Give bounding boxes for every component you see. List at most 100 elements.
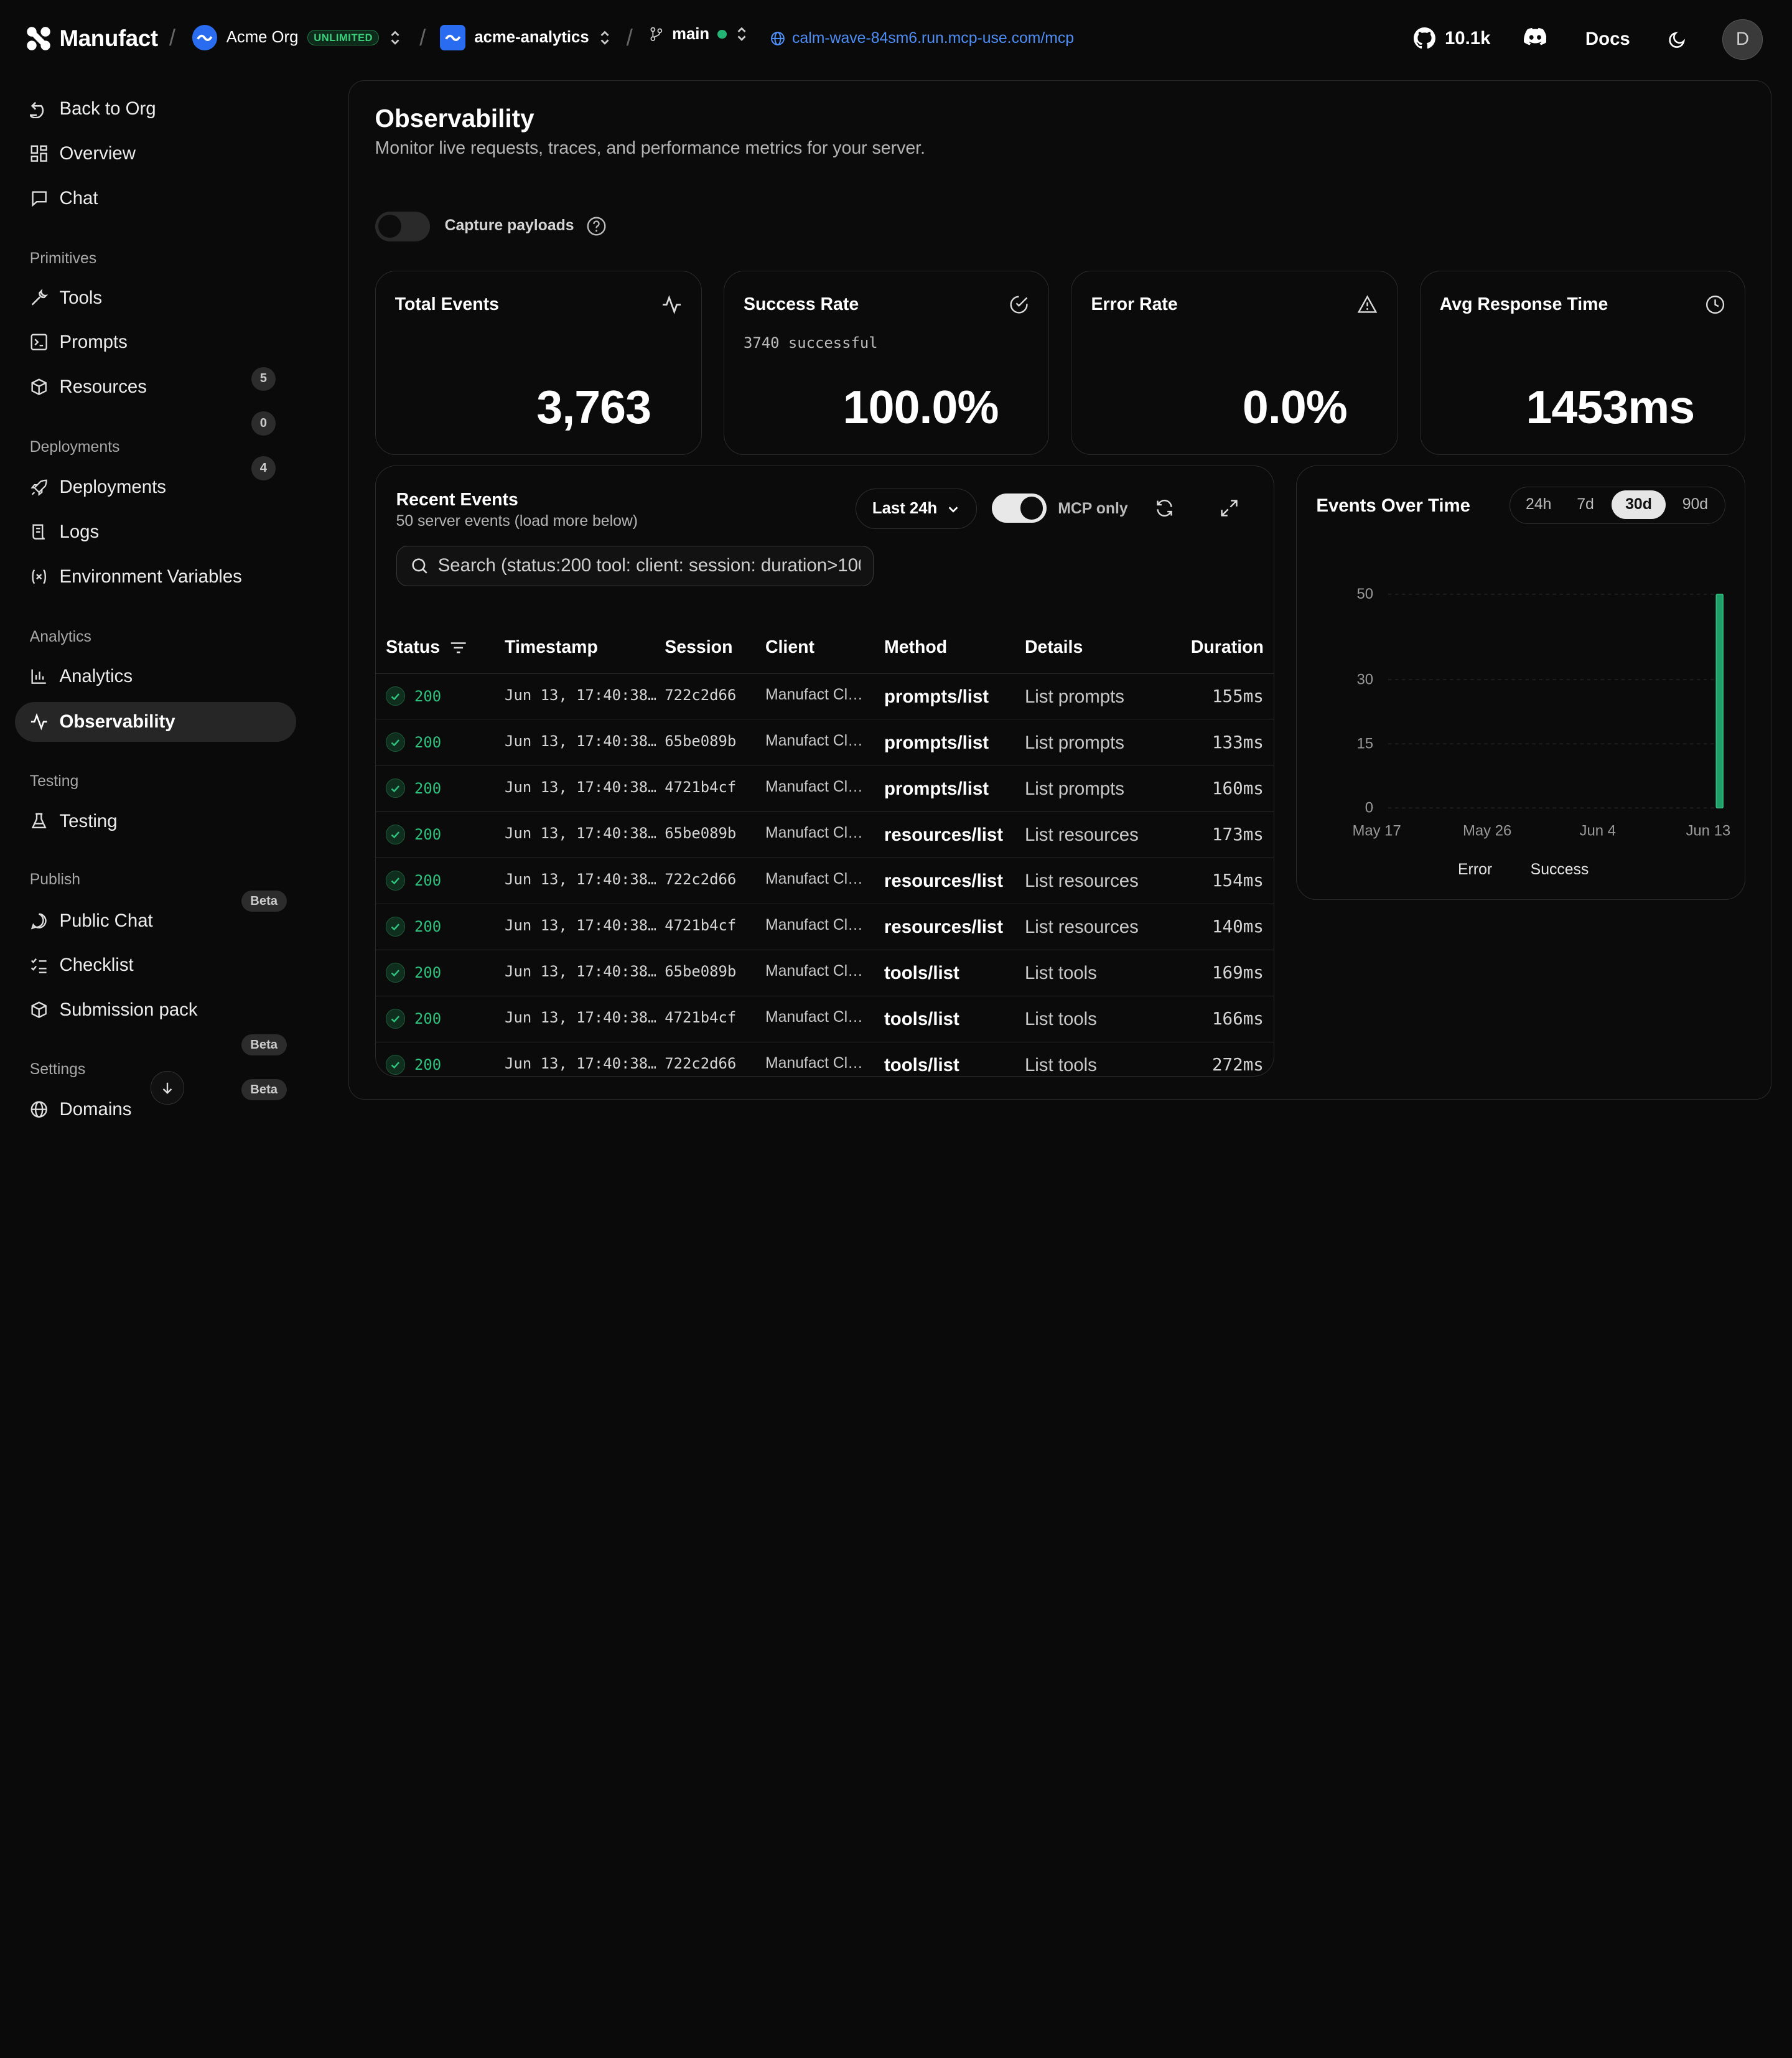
sidebar-item-testing[interactable]: Testing [15,802,296,841]
prompts-count-badge: 0 [251,411,276,436]
sidebar-item-back-to-org[interactable]: Back to Org [15,89,296,129]
range-option-30d[interactable]: 30d [1612,490,1666,520]
range-option-90d[interactable]: 90d [1682,496,1709,513]
breadcrumb-separator: / [169,25,176,51]
filter-icon[interactable] [449,640,467,656]
sidebar-item-label: Testing [59,810,118,831]
brand[interactable]: Manufact [25,25,158,52]
project-switcher[interactable]: acme-analytics [440,25,612,50]
github-link[interactable]: 10.1k [1414,27,1490,49]
column-header-details[interactable]: Details [1024,637,1083,658]
column-header-status[interactable]: Status [386,637,467,658]
manufact-logo-icon [25,25,52,52]
table-row[interactable]: 200 Jun 13, 17:40:38… 722c2d66 Manufact Cl…… [376,1042,1274,1076]
sidebar-item-label: Back to Org [59,98,156,119]
status-code: 200 [414,1056,442,1074]
status-cell: 200 [386,732,441,752]
column-header-duration[interactable]: Duration [1190,637,1264,658]
sidebar-item-checklist[interactable]: Checklist [15,945,296,985]
sidebar-item-tools[interactable]: Tools [15,278,296,317]
sidebar-item-domains[interactable]: Domains [15,1090,296,1121]
sidebar-item-resources[interactable]: Resources [15,367,296,407]
stat-title: Total Events [394,294,499,315]
column-header-session[interactable]: Session [665,637,733,658]
sidebar-item-public-chat[interactable]: Public Chat [15,901,296,941]
status-code: 200 [414,963,442,981]
sidebar-item-chat[interactable]: Chat [15,179,296,218]
recent-events-panel: Recent Events 50 server events (load mor… [375,465,1275,1077]
check-icon [386,1055,406,1075]
stat-value: 0.0% [1242,380,1348,433]
details-cell: List tools [1024,1055,1097,1076]
event-search-field[interactable] [396,546,874,586]
client-cell: Manufact Cl… [765,1009,863,1026]
table-row[interactable]: 200 Jun 13, 17:40:38… 65be089b Manufact Cl…… [375,720,1274,766]
sidebar-item-logs[interactable]: Logs [15,512,296,552]
y-tick-label: 0 [1365,799,1373,816]
details-cell: List prompts [1024,779,1124,800]
search-input[interactable] [437,555,861,577]
mcp-only-toggle[interactable] [991,493,1047,523]
range-option-24h[interactable]: 24h [1526,496,1552,513]
table-row[interactable]: 200 Jun 13, 17:40:38… 4721b4cf Manufact Cl…… [375,904,1274,950]
table-row[interactable]: 200 Jun 13, 17:40:38… 4721b4cf Manufact Cl…… [375,996,1274,1042]
details-cell: List prompts [1024,732,1124,754]
session-cell: 722c2d66 [665,1055,737,1073]
rocket-icon [30,479,48,497]
method-cell: tools/list [884,963,959,984]
column-header-method[interactable]: Method [884,637,948,658]
sidebar-section-title: Settings [29,1060,86,1078]
sidebar-item-deployments[interactable]: Deployments [15,467,296,507]
session-cell: 65be089b [665,825,737,843]
method-cell: prompts/list [884,779,989,800]
variable-icon [30,568,48,586]
avatar[interactable]: D [1722,19,1763,60]
sidebar-item-environment-variables[interactable]: Environment Variables [15,557,296,597]
sidebar-item-label: Observability [59,711,175,732]
client-cell: Manufact Cl… [765,732,863,750]
sidebar-item-overview[interactable]: Overview [15,134,296,174]
table-row[interactable]: 200 Jun 13, 17:40:38… 65be089b Manufact Cl…… [375,812,1274,858]
globe-icon [770,31,785,46]
table-row[interactable]: 200 Jun 13, 17:40:38… 4721b4cf Manufact Cl…… [375,766,1274,812]
timestamp-cell: Jun 13, 17:40:38… [505,871,656,889]
branch-switcher[interactable]: main [648,25,749,43]
method-cell: tools/list [884,1055,959,1076]
column-header-timestamp[interactable]: Timestamp [505,637,598,658]
project-name: acme-analytics [474,29,589,47]
column-header-client[interactable]: Client [765,637,815,658]
org-switcher[interactable]: Acme Org UNLIMITED [192,25,402,50]
method-cell: prompts/list [884,686,989,708]
check-icon [386,917,406,937]
stat-card-avg-response-time: Avg Response Time 1453ms [1419,271,1746,456]
chevron-up-down-icon [388,29,402,47]
sidebar-item-analytics[interactable]: Analytics [15,656,296,696]
chevron-up-down-icon [598,29,612,47]
sidebar-item-prompts[interactable]: Prompts [15,322,296,362]
session-cell: 722c2d66 [665,686,737,704]
plan-badge: UNLIMITED [307,29,380,46]
range-option-7d[interactable]: 7d [1577,496,1594,513]
sidebar: Back to Org Overview Chat Primitives Too… [0,80,332,1121]
time-range-dropdown[interactable]: Last 24h [856,489,977,529]
sidebar-item-observability[interactable]: Observability [14,701,296,742]
scroll-down-button[interactable] [151,1071,184,1105]
discord-link[interactable] [1523,27,1547,45]
top-bar: Manufact / Acme Org UNLIMITED / acme-ana… [0,0,1792,80]
search-icon [411,557,429,575]
table-row[interactable]: 200 Jun 13, 17:40:38… 722c2d66 Manufact Cl…… [375,858,1274,904]
sidebar-item-submission-pack[interactable]: Submission pack [15,990,296,1030]
theme-toggle-button[interactable] [1668,30,1687,49]
timestamp-cell: Jun 13, 17:40:38… [505,779,656,797]
docs-link[interactable]: Docs [1585,29,1630,50]
help-circle-icon[interactable] [586,216,607,236]
capture-payloads-toggle[interactable] [375,211,430,241]
duration-cell: 155ms [1211,686,1264,707]
duration-cell: 173ms [1211,825,1264,845]
server-url-link[interactable]: calm-wave-84sm6.run.mcp-use.com/mcp [770,30,1074,47]
table-row[interactable]: 200 Jun 13, 17:40:38… 65be089b Manufact Cl…… [375,950,1274,996]
events-over-time-chart: 0 15 30 50 May 17 May 26 Jun 4 Jun 13 Error Succe… [1353,586,1731,878]
refresh-icon[interactable] [1154,498,1175,518]
table-row[interactable]: 200 Jun 13, 17:40:38… 722c2d66 Manufact Cl…… [375,674,1274,720]
expand-icon[interactable] [1219,498,1239,518]
